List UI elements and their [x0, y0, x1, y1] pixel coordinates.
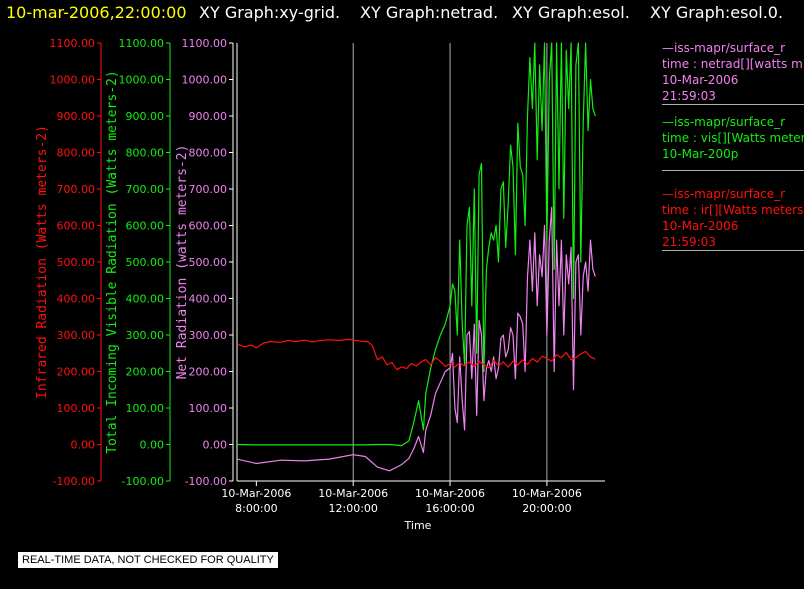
x-tick-label: 12:00:00 [329, 502, 378, 515]
y-tick-label: 400.00 [57, 293, 96, 306]
y-tick-label: 200.00 [57, 366, 96, 379]
y-tick-label: 900.00 [57, 110, 96, 123]
y-tick-label: 200.00 [126, 366, 165, 379]
legend: —iss-mapr/surface_r time : netrad[][watt… [662, 40, 804, 260]
y-tick-label: 1000.00 [119, 74, 165, 87]
legend-net-line-2: time : netrad[][watts m [662, 57, 803, 71]
x-tick-label: 10-Mar-2006 [318, 487, 388, 500]
x-tick-label: 10-Mar-2006 [221, 487, 291, 500]
x-tick-label: 10-Mar-2006 [415, 487, 485, 500]
y-tick-label: 700.00 [57, 183, 96, 196]
legend-net-line-4: 21:59:03 [662, 89, 716, 103]
y-tick-label: 800.00 [126, 147, 165, 160]
y-tick-label: 600.00 [57, 220, 96, 233]
y-tick-label: 0.00 [140, 439, 165, 452]
y-tick-label: 600.00 [189, 220, 228, 233]
legend-vis-line-3: 10-Mar-200p [662, 147, 739, 161]
y-tick-label: 500.00 [189, 256, 228, 269]
y-tick-label: 0.00 [71, 439, 96, 452]
title-graph-4: XY Graph:esol.0. [650, 3, 784, 22]
y-tick-label: 100.00 [189, 402, 228, 415]
y-tick-label: 800.00 [189, 147, 228, 160]
y-tick-label: 1100.00 [119, 37, 165, 50]
legend-entry-vis: —iss-mapr/surface_r time : vis[][Watts m… [662, 114, 804, 171]
x-axis-label: Time [404, 519, 432, 532]
title-timestamp: 10-mar-2006,22:00:00 [6, 3, 187, 22]
y-tick-label: 500.00 [126, 256, 165, 269]
legend-separator [662, 170, 804, 171]
legend-entry-ir: —iss-mapr/surface_r time : ir[][Watts me… [662, 186, 804, 251]
y-tick-label: 100.00 [126, 402, 165, 415]
x-tick-label: 10-Mar-2006 [512, 487, 582, 500]
legend-net-line-3: 10-Mar-2006 [662, 73, 739, 87]
y-tick-label: -100.00 [185, 475, 227, 488]
y-tick-label: 1100.00 [50, 37, 96, 50]
y-tick-label: 300.00 [189, 329, 228, 342]
x-tick-label: 8:00:00 [235, 502, 277, 515]
quality-notice: REAL-TIME DATA, NOT CHECKED FOR QUALITY [17, 551, 279, 569]
y-tick-label: 300.00 [57, 329, 96, 342]
y-tick-label: 600.00 [126, 220, 165, 233]
series-line-ir [236, 338, 596, 371]
y-axis-label-ir: Infrared Radiation (Watts meters-2) [35, 125, 50, 399]
y-tick-label: 700.00 [189, 183, 228, 196]
y-tick-label: 200.00 [189, 366, 228, 379]
y-tick-label: 400.00 [126, 293, 165, 306]
series-line-vis [236, 42, 596, 447]
legend-ir-line-2: time : ir[][Watts meters [662, 203, 804, 217]
y-tick-label: 800.00 [57, 147, 96, 160]
legend-net-line-1: —iss-mapr/surface_r [662, 41, 786, 55]
y-tick-label: 100.00 [57, 402, 96, 415]
title-graph-2: XY Graph:netrad. [360, 3, 499, 22]
y-axis-label-vis: Total Incoming Visible Radiation (Watts … [105, 70, 120, 454]
y-tick-label: -100.00 [53, 475, 95, 488]
title-bar: 10-mar-2006,22:00:00 XY Graph:xy-grid. X… [0, 0, 804, 28]
legend-separator [662, 250, 804, 251]
legend-separator [662, 104, 804, 105]
y-tick-label: 300.00 [126, 329, 165, 342]
legend-ir-line-4: 21:59:03 [662, 235, 716, 249]
y-axis-label-net: Net Radiation (watts meters-2) [175, 145, 190, 380]
y-tick-label: 0.00 [203, 439, 228, 452]
legend-entry-net: —iss-mapr/surface_r time : netrad[][watt… [662, 40, 804, 105]
y-tick-label: 900.00 [189, 110, 228, 123]
y-tick-label: 700.00 [126, 183, 165, 196]
y-tick-label: 900.00 [126, 110, 165, 123]
y-tick-label: 1100.00 [182, 37, 228, 50]
series-line-net [236, 206, 596, 472]
y-tick-label: -100.00 [122, 475, 164, 488]
y-tick-label: 1000.00 [50, 74, 96, 87]
y-tick-label: 500.00 [57, 256, 96, 269]
y-tick-label: 1000.00 [182, 74, 228, 87]
y-tick-label: 400.00 [189, 293, 228, 306]
legend-vis-line-1: —iss-mapr/surface_r [662, 115, 786, 129]
x-tick-label: 20:00:00 [522, 502, 571, 515]
legend-ir-line-1: —iss-mapr/surface_r [662, 187, 786, 201]
legend-ir-line-3: 10-Mar-2006 [662, 219, 739, 233]
legend-vis-line-2: time : vis[][Watts meter [662, 131, 804, 145]
title-graph-1: XY Graph:xy-grid. [199, 3, 341, 22]
x-tick-label: 16:00:00 [425, 502, 474, 515]
title-graph-3: XY Graph:esol. [512, 3, 630, 22]
